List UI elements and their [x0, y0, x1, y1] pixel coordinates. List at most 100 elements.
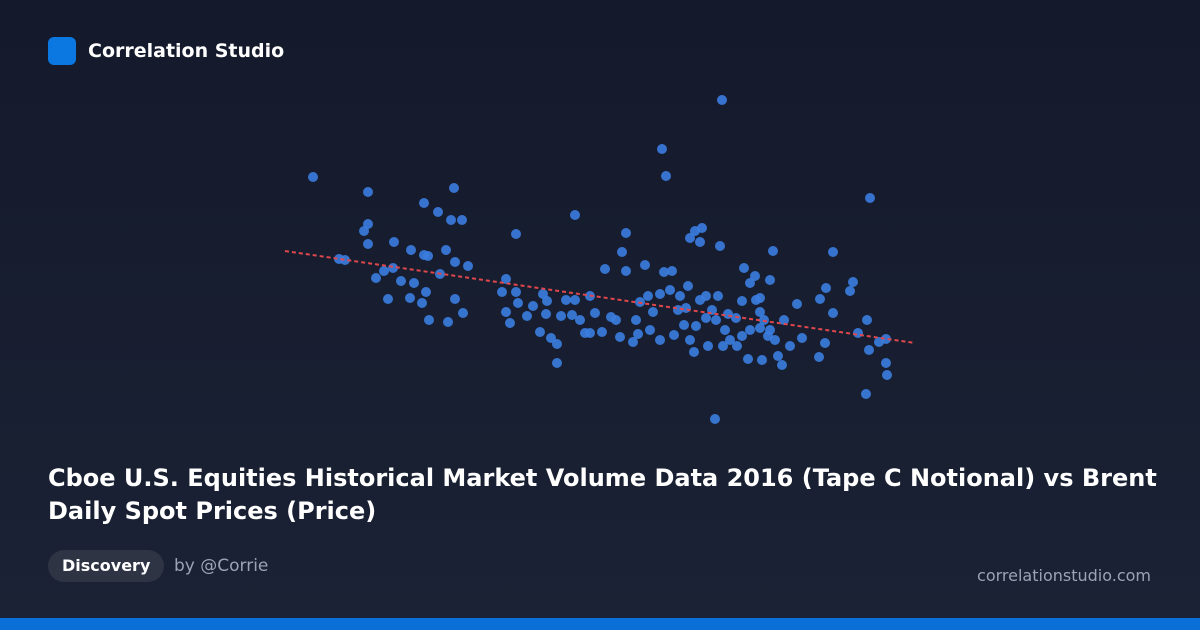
- point: [611, 315, 621, 325]
- point: [463, 261, 473, 271]
- point: [615, 332, 625, 342]
- point: [570, 210, 580, 220]
- point: [755, 293, 765, 303]
- point: [621, 266, 631, 276]
- point: [665, 285, 675, 295]
- tag[interactable]: Discovery: [48, 550, 165, 582]
- point: [597, 327, 607, 337]
- point: [513, 298, 523, 308]
- point: [405, 293, 415, 303]
- point: [396, 276, 406, 286]
- point: [567, 310, 577, 320]
- point: [359, 226, 369, 236]
- point: [449, 183, 459, 193]
- point: [864, 345, 874, 355]
- point: [458, 308, 468, 318]
- point: [667, 266, 677, 276]
- point: [765, 275, 775, 285]
- point: [718, 341, 728, 351]
- point: [308, 172, 318, 182]
- point: [505, 318, 515, 328]
- point: [685, 335, 695, 345]
- point: [561, 295, 571, 305]
- trend-line: [284, 250, 916, 344]
- point: [501, 307, 511, 317]
- point: [501, 274, 511, 284]
- point: [685, 233, 695, 243]
- point: [443, 317, 453, 327]
- point: [570, 295, 580, 305]
- point: [731, 313, 741, 323]
- point: [768, 246, 778, 256]
- point: [528, 301, 538, 311]
- point: [757, 355, 767, 365]
- point: [779, 315, 789, 325]
- point: [845, 286, 855, 296]
- point: [828, 247, 838, 257]
- point: [814, 352, 824, 362]
- point: [511, 229, 521, 239]
- point: [655, 335, 665, 345]
- point: [820, 338, 830, 348]
- point: [737, 296, 747, 306]
- point: [421, 287, 431, 297]
- point: [648, 307, 658, 317]
- point: [575, 315, 585, 325]
- point: [815, 294, 825, 304]
- point: [580, 328, 590, 338]
- point: [363, 187, 373, 197]
- point: [755, 307, 765, 317]
- point: [535, 327, 545, 337]
- point: [457, 215, 467, 225]
- point: [600, 264, 610, 274]
- point: [522, 311, 532, 321]
- point: [763, 331, 773, 341]
- point: [743, 354, 753, 364]
- point: [657, 144, 667, 154]
- author[interactable]: by @Corrie: [174, 556, 269, 576]
- point: [697, 223, 707, 233]
- point: [715, 241, 725, 251]
- point: [821, 283, 831, 293]
- point: [710, 414, 720, 424]
- point: [701, 313, 711, 323]
- point: [732, 341, 742, 351]
- point: [541, 309, 551, 319]
- point: [691, 321, 701, 331]
- point: [621, 228, 631, 238]
- point: [363, 239, 373, 249]
- point: [701, 291, 711, 301]
- point: [717, 95, 727, 105]
- point: [552, 358, 562, 368]
- site-url[interactable]: correlationstudio.com: [977, 566, 1151, 585]
- point: [675, 291, 685, 301]
- bottom-bar: [0, 618, 1200, 630]
- point: [645, 325, 655, 335]
- point: [737, 331, 747, 341]
- point: [340, 255, 350, 265]
- point: [703, 341, 713, 351]
- point: [497, 287, 507, 297]
- point: [661, 171, 671, 181]
- point: [409, 278, 419, 288]
- point: [755, 323, 765, 333]
- logo: [48, 37, 76, 65]
- point: [446, 215, 456, 225]
- point: [669, 330, 679, 340]
- point: [750, 271, 760, 281]
- point: [723, 309, 733, 319]
- point: [542, 296, 552, 306]
- point: [725, 335, 735, 345]
- point: [640, 260, 650, 270]
- point: [881, 334, 891, 344]
- point: [865, 193, 875, 203]
- point: [681, 303, 691, 313]
- chart-title: Cboe U.S. Equities Historical Market Vol…: [48, 464, 1157, 525]
- point: [424, 315, 434, 325]
- point: [773, 351, 783, 361]
- point: [419, 198, 429, 208]
- point: [617, 247, 627, 257]
- point: [383, 294, 393, 304]
